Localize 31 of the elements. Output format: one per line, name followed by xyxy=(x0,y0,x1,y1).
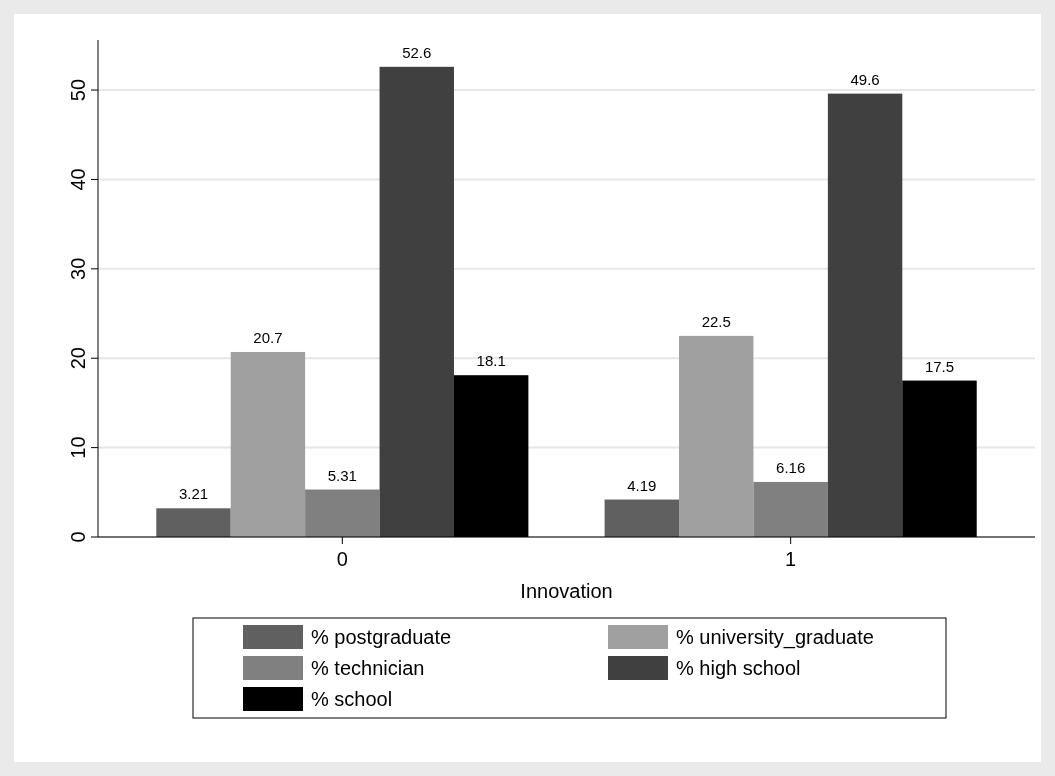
bar xyxy=(305,489,380,537)
bar xyxy=(379,66,454,537)
data-label: 22.5 xyxy=(701,312,731,330)
data-label: 49.6 xyxy=(850,70,880,88)
data-label: 4.19 xyxy=(627,476,657,494)
bar xyxy=(679,335,754,537)
data-label: 52.6 xyxy=(402,43,432,61)
y-tick-label: 30 xyxy=(67,257,89,280)
y-tick-label: 40 xyxy=(67,168,89,191)
x-tick-label: 1 xyxy=(785,548,797,570)
data-label: 6.16 xyxy=(776,458,806,476)
legend-label: % high school xyxy=(676,657,801,679)
data-label: 3.21 xyxy=(178,485,209,503)
bar xyxy=(604,499,680,537)
bar xyxy=(230,351,306,537)
legend-label: % postgraduate xyxy=(311,626,452,648)
data-label: 5.31 xyxy=(327,466,357,484)
y-tick-label: 0 xyxy=(67,531,89,543)
data-label: 18.1 xyxy=(476,352,506,370)
y-tick-label: 10 xyxy=(67,436,89,459)
y-tick-label: 50 xyxy=(67,78,89,102)
bar xyxy=(827,93,903,537)
bar xyxy=(753,481,828,537)
legend-label: % university_graduate xyxy=(676,626,874,649)
x-axis-title: Innovation xyxy=(520,580,613,602)
y-tick-label: 20 xyxy=(67,347,89,370)
legend-label: % school xyxy=(311,688,393,710)
bar xyxy=(156,508,231,537)
data-label: 20.7 xyxy=(253,328,283,346)
data-label: 17.5 xyxy=(924,357,955,375)
legend-label: % technician xyxy=(311,657,425,679)
